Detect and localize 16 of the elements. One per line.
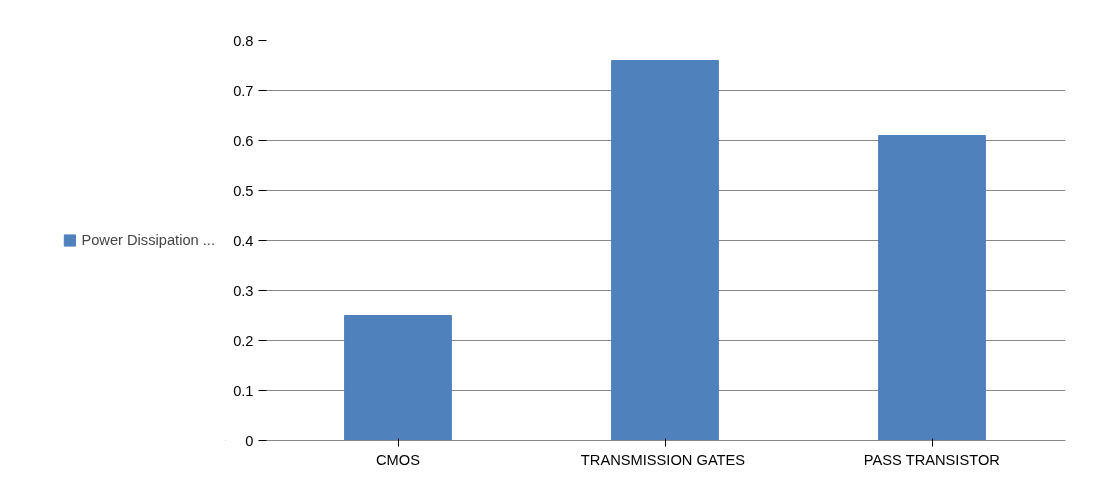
bar (611, 60, 719, 441)
y-tick-label: 0 (245, 432, 254, 449)
y-tick-label: 0.7 (233, 82, 254, 99)
y-tick-label: 0.2 (233, 332, 254, 349)
y-tick-label: 0.8 (233, 32, 254, 49)
x-tick-label: PASS TRANSISTOR (863, 451, 1000, 468)
y-tick-label: 0.4 (233, 232, 254, 249)
y-tick-label: 0.6 (233, 132, 254, 149)
bar (878, 135, 986, 441)
bar (344, 315, 452, 441)
y-tick-label: 0.3 (233, 282, 254, 299)
x-tick-label: CMOS (376, 451, 421, 468)
x-tick-label: TRANSMISSION GATES (580, 451, 746, 468)
y-tick-label: 0.5 (233, 182, 254, 199)
y-tick-label: 0.1 (233, 382, 254, 399)
legend-label: Power Dissipation ... (81, 232, 215, 248)
